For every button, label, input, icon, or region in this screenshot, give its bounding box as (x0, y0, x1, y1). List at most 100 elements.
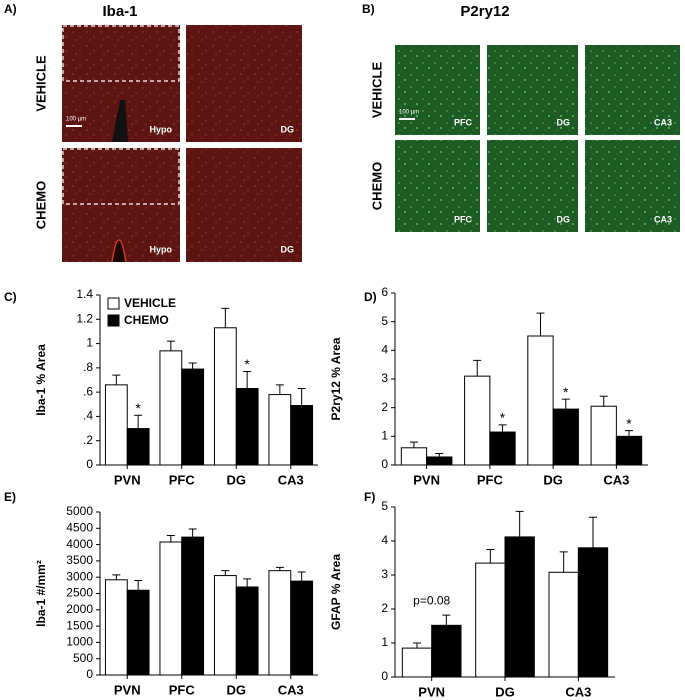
bar (552, 408, 579, 466)
error-bar (275, 566, 284, 571)
error-bar (134, 579, 143, 591)
y-tick-label: 3000 (66, 569, 93, 583)
bar (590, 405, 617, 466)
roi-box (62, 25, 180, 82)
image-label: DG (557, 117, 571, 127)
error-bar (134, 414, 143, 429)
y-tick-label: 5 (381, 499, 388, 513)
bar (464, 375, 491, 466)
x-tick-label: CA3 (603, 472, 629, 487)
roi-box (62, 148, 180, 205)
error-bar (112, 574, 121, 580)
micrograph (487, 140, 578, 232)
y-tick-label: 2 (381, 601, 388, 615)
bar (290, 580, 314, 676)
error-bar (599, 395, 608, 407)
error-bar (297, 388, 306, 406)
annotation: p=0.08 (413, 593, 450, 607)
x-tick-label: DG (495, 684, 515, 699)
significance: * (500, 410, 506, 426)
bar (504, 536, 535, 678)
micrograph (585, 45, 680, 135)
x-tick-label: CA3 (278, 472, 304, 487)
error-bar (536, 312, 545, 336)
error-bar (473, 359, 482, 377)
error-bar (442, 614, 451, 626)
panel-label: E) (4, 490, 16, 504)
legend-label: VEHICLE (124, 296, 176, 310)
significance: * (244, 356, 250, 372)
y-tick-label: 6 (381, 285, 388, 299)
y-axis-label: P2ry12 % Area (329, 337, 343, 420)
error-bar (559, 551, 568, 573)
error-bar (275, 384, 284, 395)
bar (104, 384, 128, 466)
x-tick-label: PVN (114, 682, 141, 697)
image-label: DG (557, 214, 571, 224)
x-tick-label: PVN (418, 684, 445, 699)
error-bar (297, 571, 306, 582)
image-label: Hypo (150, 244, 173, 254)
y-tick-label: 3 (381, 371, 388, 385)
error-bar (112, 374, 121, 385)
panel-label: F) (364, 490, 375, 504)
y-tick-label: 3 (381, 567, 388, 581)
y-tick-label: 1.2 (76, 311, 93, 325)
y-tick-label: 4500 (66, 520, 93, 534)
bar (159, 541, 183, 676)
y-axis-label: Iba-1 #/mm² (34, 560, 48, 627)
ventricle (111, 239, 127, 263)
legend-swatch (107, 297, 120, 310)
error-bar (589, 516, 597, 548)
panel-title: P2ry12 (460, 3, 509, 20)
error-bar (498, 424, 507, 433)
panel-title: Iba-1 (102, 3, 137, 20)
error-bar (188, 528, 197, 538)
micrograph (186, 148, 302, 262)
bar (400, 447, 428, 466)
error-bar (221, 570, 230, 576)
x-tick-label: DG (227, 472, 247, 487)
scale-bar-label: 100 µm (66, 117, 86, 123)
x-tick-label: PVN (114, 472, 141, 487)
error-bar (166, 534, 175, 542)
y-tick-label: 2 (381, 400, 388, 414)
bar (181, 368, 205, 466)
bar (268, 570, 292, 676)
y-tick-label: 0 (86, 457, 93, 471)
error-bar (243, 371, 252, 389)
x-tick-label: DG (543, 472, 563, 487)
x-tick-label: PVN (413, 472, 440, 487)
y-tick-label: 0 (86, 667, 93, 681)
bar (475, 562, 506, 678)
bar (104, 579, 128, 676)
scale-bar-label: 100 µm (399, 110, 419, 116)
image-label: PFC (454, 117, 473, 127)
bar (126, 428, 150, 466)
bar (268, 394, 292, 466)
error-bar (435, 453, 444, 457)
y-tick-label: 3500 (66, 553, 93, 567)
error-bar (413, 642, 421, 649)
ventricle (112, 100, 128, 142)
bar (426, 456, 453, 466)
y-tick-label: .4 (83, 409, 93, 423)
y-axis-label: GFAP % Area (329, 554, 343, 630)
y-tick-label: 1.4 (76, 287, 93, 301)
error-bar (561, 398, 570, 410)
y-tick-label: 5 (381, 314, 388, 328)
y-tick-label: 500 (73, 651, 93, 665)
panel-label: B) (362, 2, 375, 16)
y-tick-label: 4 (381, 343, 388, 357)
bar (290, 405, 314, 466)
y-tick-label: 5000 (66, 504, 93, 518)
row-label: CHEMO (33, 181, 48, 229)
y-tick-label: 1000 (66, 635, 93, 649)
y-tick-label: .6 (83, 384, 93, 398)
micrograph (487, 45, 578, 135)
bar (235, 586, 259, 676)
micrograph (395, 140, 480, 232)
bar (489, 431, 516, 466)
y-tick-label: .2 (83, 433, 93, 447)
